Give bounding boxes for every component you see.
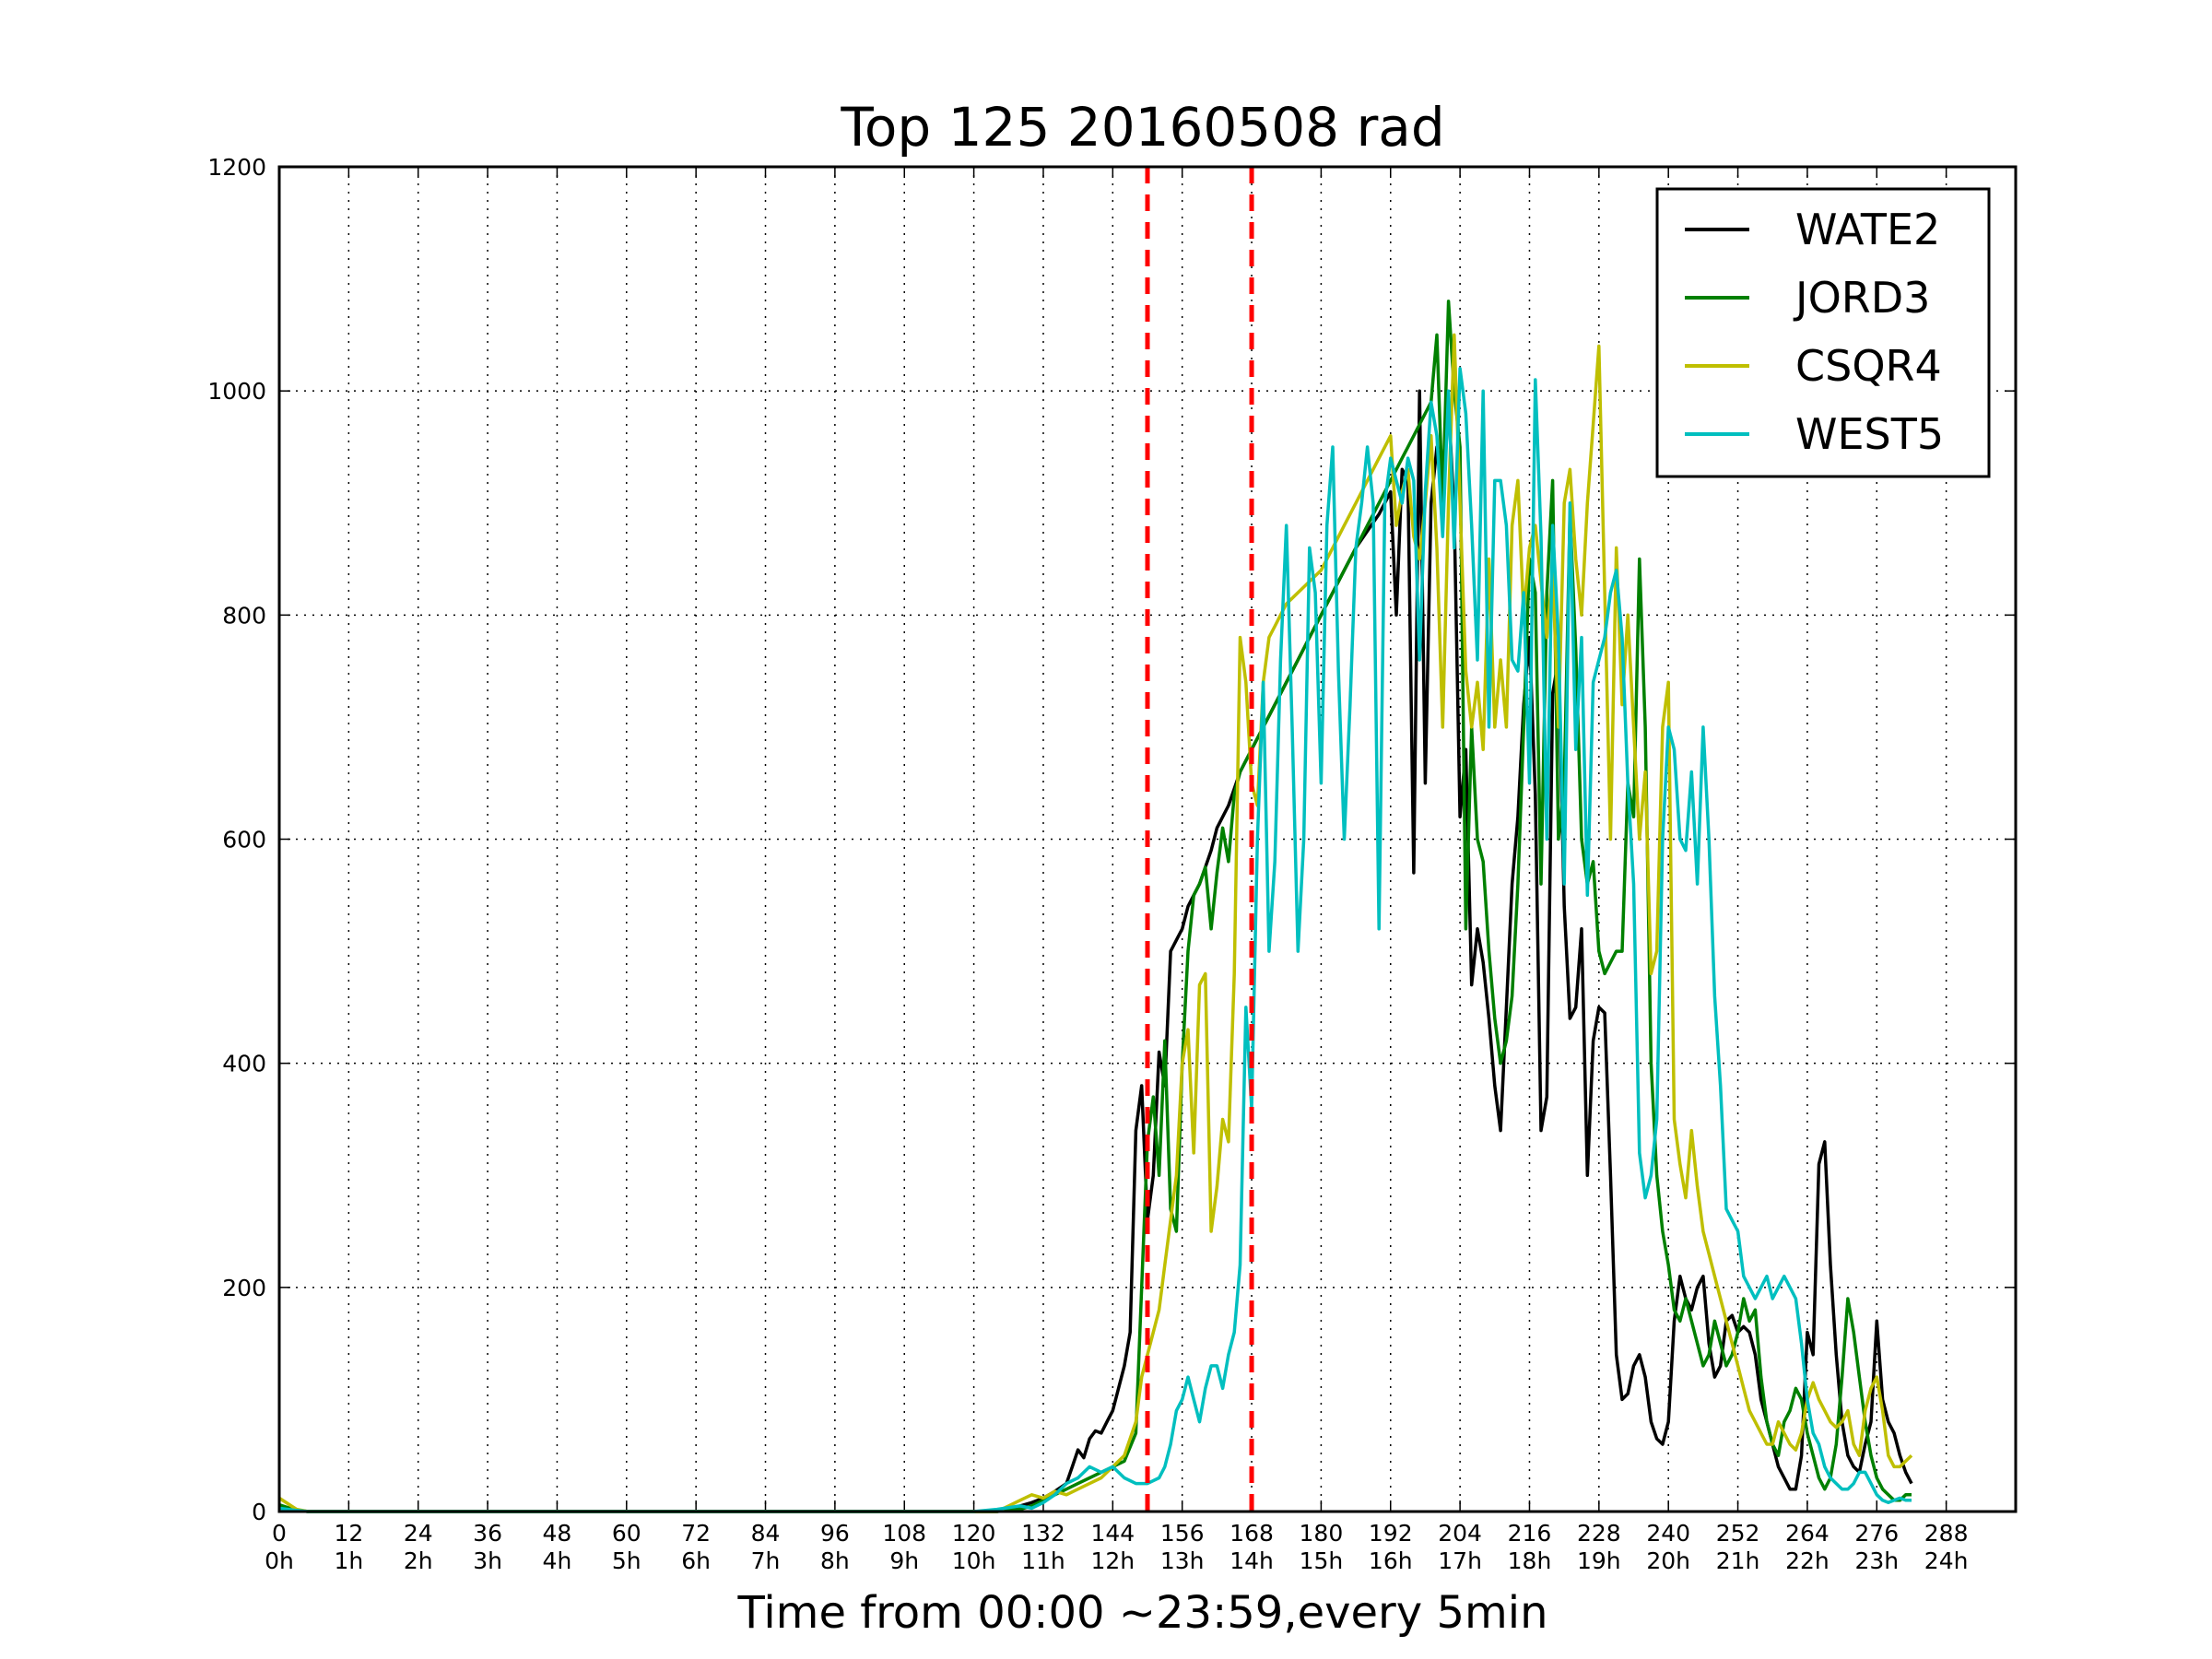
- x-tick-sublabel: 19h: [1577, 1547, 1621, 1574]
- x-tick-sublabel: 9h: [889, 1547, 919, 1574]
- x-tick-sublabel: 2h: [404, 1547, 433, 1574]
- x-tick-sublabel: 21h: [1716, 1547, 1760, 1574]
- x-tick-sublabel: 17h: [1438, 1547, 1482, 1574]
- legend-label: JORD3: [1793, 273, 1930, 323]
- y-axis-ticks: 0 200 400 600 800 1000 1200: [207, 154, 2016, 1525]
- x-tick-label: 240: [1646, 1520, 1690, 1547]
- x-tick-sublabel: 7h: [751, 1547, 781, 1574]
- x-tick-sublabel: 15h: [1300, 1547, 1344, 1574]
- x-tick-label: 60: [612, 1520, 641, 1547]
- x-tick-label: 264: [1785, 1520, 1830, 1547]
- series-line-csqr4: [278, 333, 1913, 1513]
- x-tick-label: 120: [952, 1520, 996, 1547]
- x-tick-label: 0: [272, 1520, 287, 1547]
- x-tick-sublabel: 1h: [334, 1547, 363, 1574]
- legend-label: WEST5: [1795, 409, 1944, 459]
- x-tick-sublabel: 0h: [265, 1547, 294, 1574]
- x-tick-label: 36: [473, 1520, 502, 1547]
- x-tick-label: 84: [751, 1520, 781, 1547]
- x-tick-label: 228: [1577, 1520, 1621, 1547]
- x-tick-sublabel: 12h: [1090, 1547, 1135, 1574]
- x-tick-sublabel: 24h: [1924, 1547, 1969, 1574]
- x-tick-label: 180: [1300, 1520, 1344, 1547]
- x-tick-sublabel: 20h: [1646, 1547, 1690, 1574]
- x-tick-sublabel: 11h: [1021, 1547, 1065, 1574]
- x-tick-sublabel: 3h: [473, 1547, 502, 1574]
- x-tick-label: 252: [1716, 1520, 1760, 1547]
- x-tick-sublabel: 10h: [952, 1547, 996, 1574]
- x-tick-label: 12: [334, 1520, 363, 1547]
- y-tick-label: 1200: [207, 154, 266, 181]
- plot-area-frame: [277, 165, 2018, 1513]
- x-tick-label: 168: [1230, 1520, 1274, 1547]
- x-tick-sublabel: 13h: [1160, 1547, 1205, 1574]
- y-tick-label: 1000: [207, 378, 266, 405]
- x-tick-label: 144: [1090, 1520, 1135, 1547]
- x-tick-label: 288: [1924, 1520, 1969, 1547]
- x-tick-sublabel: 4h: [543, 1547, 572, 1574]
- x-tick-sublabel: 14h: [1230, 1547, 1274, 1574]
- x-tick-sublabel: 16h: [1369, 1547, 1413, 1574]
- y-tick-label: 600: [222, 827, 266, 853]
- x-tick-sublabel: 6h: [681, 1547, 711, 1574]
- chart-title: Top 125 20160508 rad: [840, 96, 1444, 159]
- x-tick-sublabel: 8h: [820, 1547, 850, 1574]
- x-tick-sublabel: 22h: [1785, 1547, 1830, 1574]
- reference-lines: [1145, 167, 1254, 1512]
- series-line-wate2: [278, 389, 1913, 1513]
- y-tick-label: 800: [222, 602, 266, 629]
- legend-label: WATE2: [1795, 205, 1940, 254]
- y-tick-label: 200: [222, 1275, 266, 1301]
- x-tick-label: 192: [1369, 1520, 1413, 1547]
- legend-label: CSQR4: [1795, 341, 1942, 391]
- series-lines: [278, 300, 1913, 1513]
- x-tick-sublabel: 18h: [1508, 1547, 1552, 1574]
- x-tick-label: 276: [1854, 1520, 1899, 1547]
- x-tick-label: 132: [1021, 1520, 1065, 1547]
- x-tick-label: 48: [543, 1520, 572, 1547]
- x-tick-label: 216: [1508, 1520, 1552, 1547]
- x-tick-sublabel: 5h: [612, 1547, 641, 1574]
- y-tick-label: 400: [222, 1051, 266, 1077]
- x-axis-label: Time from 00:00 ~23:59,every 5min: [737, 1587, 1548, 1639]
- x-tick-label: 24: [404, 1520, 433, 1547]
- x-tick-label: 96: [820, 1520, 850, 1547]
- x-tick-label: 108: [882, 1520, 926, 1547]
- y-tick-label: 0: [252, 1499, 266, 1525]
- legend-box: [1655, 187, 1991, 478]
- series-line-west5: [278, 367, 1912, 1513]
- x-tick-sublabel: 23h: [1854, 1547, 1899, 1574]
- legend: WATE2 JORD3 CSQR4 WEST5: [1655, 187, 1991, 478]
- x-tick-label: 204: [1438, 1520, 1482, 1547]
- x-tick-label: 72: [681, 1520, 711, 1547]
- x-tick-label: 156: [1160, 1520, 1205, 1547]
